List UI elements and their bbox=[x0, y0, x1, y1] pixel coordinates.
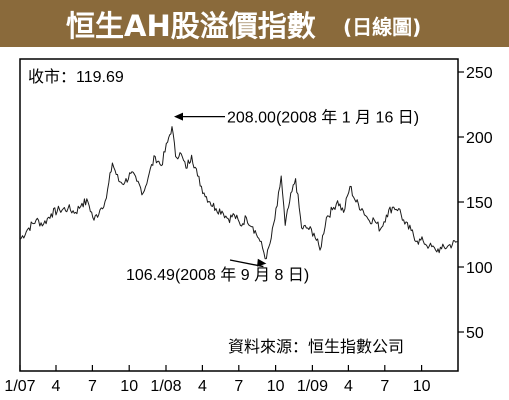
y-axis: 250 200 150 100 50 bbox=[458, 65, 493, 342]
trough-annotation-label: 106.49(2008 年 9 月 8 日) bbox=[126, 266, 309, 284]
close-value-label: 收市：119.69 bbox=[28, 68, 124, 86]
x-axis: 1/07 4 7 10 1/08 4 7 10 1/09 4 7 10 bbox=[4, 365, 431, 395]
x-tick-label: 10 bbox=[120, 378, 138, 395]
series-line bbox=[19, 126, 459, 260]
x-tick-label: 10 bbox=[267, 378, 285, 395]
x-tick-label: 7 bbox=[234, 378, 243, 395]
chart-title: 恒生AH股溢價指數 bbox=[66, 9, 316, 43]
x-tick-label: 1/08 bbox=[150, 378, 181, 395]
y-tick-label: 200 bbox=[466, 130, 493, 147]
x-tick-label: 7 bbox=[88, 378, 97, 395]
source-label: 資料來源：恒生指數公司 bbox=[228, 338, 404, 356]
y-tick-label: 100 bbox=[466, 260, 493, 277]
x-tick-label: 4 bbox=[52, 378, 61, 395]
y-tick-label: 250 bbox=[466, 65, 493, 82]
trough-arrow-head bbox=[257, 258, 267, 267]
x-tick-label: 10 bbox=[413, 378, 431, 395]
y-tick-label: 150 bbox=[466, 195, 493, 212]
chart-subtitle: (日線圖) bbox=[343, 15, 421, 39]
x-tick-label: 4 bbox=[198, 378, 207, 395]
title-banner bbox=[0, 0, 509, 47]
annotations: 208.00(2008 年 1 月 16 日) 106.49(2008 年 9 月… bbox=[126, 109, 419, 284]
peak-annotation-label: 208.00(2008 年 1 月 16 日) bbox=[227, 109, 419, 127]
y-tick-label: 50 bbox=[466, 325, 484, 342]
x-tick-label: 4 bbox=[344, 378, 353, 395]
x-tick-label: 1/07 bbox=[4, 378, 35, 395]
x-tick-label: 1/09 bbox=[297, 378, 328, 395]
peak-arrow-head bbox=[174, 112, 183, 121]
series-layer bbox=[19, 126, 459, 260]
x-tick-label: 7 bbox=[380, 378, 389, 395]
